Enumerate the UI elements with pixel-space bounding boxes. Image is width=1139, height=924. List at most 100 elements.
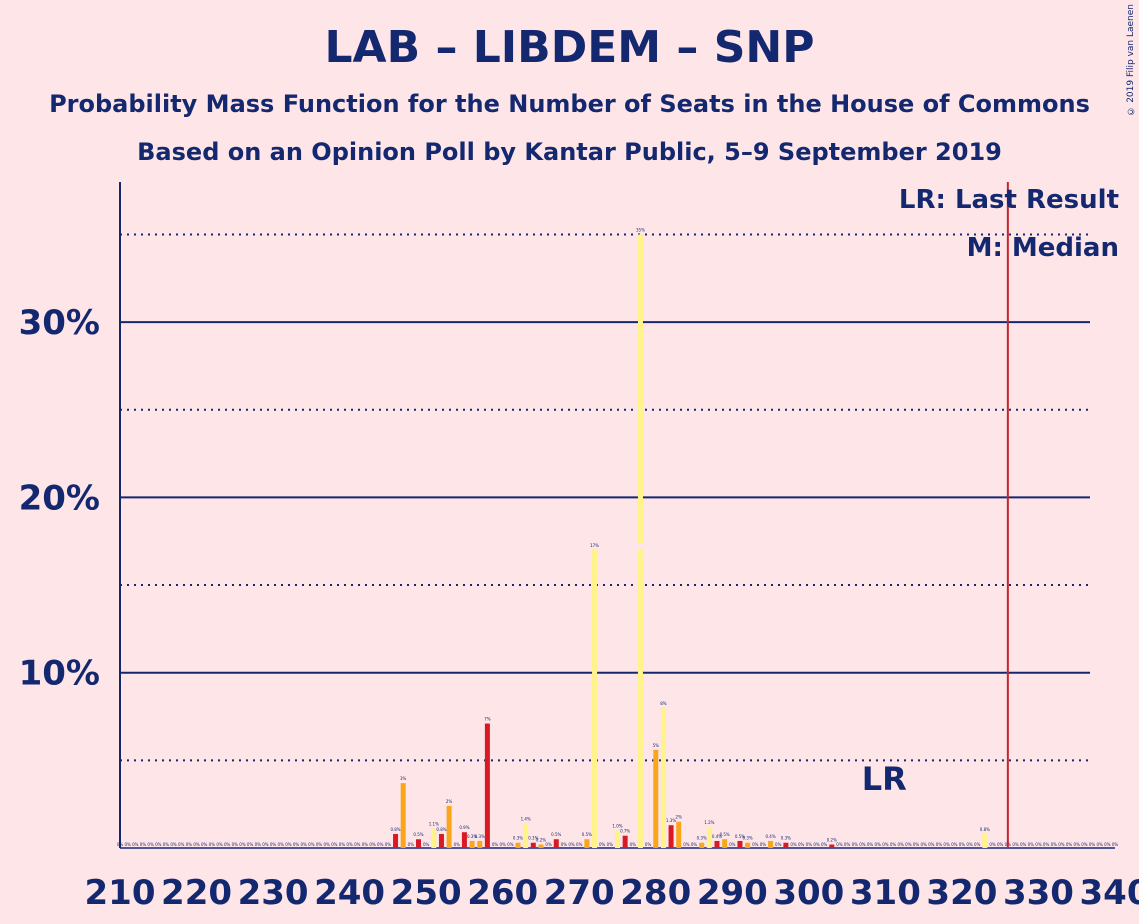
seat-bar (722, 839, 728, 848)
seat-bar (584, 839, 590, 848)
chart-title: LAB – LIBDEM – SNP (324, 22, 815, 73)
baseline-zero-label: 0% (1035, 842, 1042, 847)
baseline-zero-label: 0% (385, 842, 392, 847)
bar-value-label: 0.3% (475, 834, 485, 839)
bar-value-label: 0.3% (743, 836, 753, 841)
baseline-zero-label: 0% (545, 842, 552, 847)
baseline-zero-label: 0% (1051, 842, 1058, 847)
baseline-zero-label: 0% (943, 842, 950, 847)
seat-bar (592, 549, 598, 848)
x-tick-label: 260 (467, 873, 538, 913)
baseline-zero-label: 0% (224, 842, 231, 847)
baseline-zero-label: 0% (285, 842, 292, 847)
baseline-zero-label: 0% (255, 842, 262, 847)
baseline-zero-label: 0% (170, 842, 177, 847)
baseline-zero-label: 0% (920, 842, 927, 847)
baseline-zero-label: 0% (1012, 842, 1019, 847)
seat-bar (653, 749, 659, 848)
bar-value-label: 2% (446, 799, 453, 804)
seat-bar (745, 842, 751, 848)
seat-bar (393, 833, 399, 848)
x-tick-label: 340 (1080, 873, 1139, 913)
bar-value-label: 2% (676, 815, 683, 820)
baseline-zero-label: 0% (1081, 842, 1088, 847)
baseline-zero-label: 0% (875, 842, 882, 847)
baseline-zero-label: 0% (140, 842, 147, 847)
seat-bar (400, 783, 406, 848)
baseline-zero-label: 0% (806, 842, 813, 847)
seat-bar (515, 842, 521, 848)
bar-value-label: 0.3% (781, 836, 791, 841)
chart-subtitle: Probability Mass Function for the Number… (49, 90, 1090, 118)
x-tick-label: 320 (926, 873, 997, 913)
x-tick-label: 300 (773, 873, 844, 913)
baseline-zero-label: 0% (630, 842, 637, 847)
legend-last-result: LR: Last Result (898, 185, 1119, 215)
x-tick-label: 280 (620, 873, 691, 913)
seat-bar (461, 832, 467, 848)
bar-value-label: 0.8% (390, 827, 400, 832)
baseline-zero-label: 0% (278, 842, 285, 847)
baseline-zero-label: 0% (492, 842, 499, 847)
bar-value-label: 0.5% (551, 832, 561, 837)
baseline-zero-label: 0% (852, 842, 859, 847)
bar-value-label: 0.5% (735, 834, 745, 839)
seat-bar (783, 842, 789, 848)
bar-value-label: 3% (400, 776, 407, 781)
bar-value-label: 1.2% (704, 820, 714, 825)
bar-value-label: 0.8% (980, 827, 990, 832)
bar-value-label: 0.3% (467, 834, 477, 839)
seat-bar (530, 842, 536, 848)
baseline-zero-label: 0% (836, 842, 843, 847)
x-tick-label: 310 (850, 873, 921, 913)
bar-value-label: 1.1% (429, 822, 439, 827)
x-tick-label: 210 (85, 873, 156, 913)
baseline-zero-label: 0% (369, 842, 376, 847)
baseline-zero-label: 0% (209, 842, 216, 847)
seat-bar (416, 839, 421, 848)
baseline-zero-label: 0% (1104, 842, 1111, 847)
baseline-zero-label: 0% (1089, 842, 1096, 847)
seat-bar (431, 828, 437, 848)
seat-bar (768, 840, 774, 848)
bar-value-label: 0.2% (827, 837, 837, 842)
x-tick-label: 270 (544, 873, 615, 913)
seat-bar (737, 840, 743, 848)
baseline-zero-label: 0% (599, 842, 606, 847)
baseline-zero-label: 0% (966, 842, 973, 847)
baseline-zero-label: 0% (316, 842, 323, 847)
seat-bar (469, 840, 475, 848)
bar-value-label: 35% (636, 227, 645, 232)
baseline-zero-label: 0% (1028, 842, 1035, 847)
bar-value-label: 0.2% (536, 837, 546, 842)
median-marker (636, 543, 645, 550)
baseline-zero-label: 0% (898, 842, 905, 847)
bar-value-label: 0.3% (513, 836, 523, 841)
baseline-zero-label: 0% (790, 842, 797, 847)
y-tick-label: 20% (19, 478, 100, 518)
seat-bar (829, 844, 835, 848)
baseline-zero-label: 0% (507, 842, 514, 847)
baseline-zero-label: 0% (500, 842, 507, 847)
baseline-zero-label: 0% (1020, 842, 1027, 847)
baseline-zero-label: 0% (346, 842, 353, 847)
seat-bar (438, 833, 444, 848)
baseline-zero-label: 0% (959, 842, 966, 847)
baseline-zero-label: 0% (798, 842, 805, 847)
baseline-zero-label: 0% (729, 842, 736, 847)
bar-value-label: 0.3% (697, 836, 707, 841)
seat-bar (484, 723, 490, 848)
bar-value-label: 0.5% (720, 832, 730, 837)
baseline-zero-label: 0% (239, 842, 246, 847)
baseline-zero-label: 0% (913, 842, 920, 847)
baseline-zero-label: 0% (408, 842, 415, 847)
baseline-zero-label: 0% (928, 842, 935, 847)
baseline-zero-label: 0% (262, 842, 269, 847)
baseline-zero-label: 0% (890, 842, 897, 847)
seat-bar (477, 840, 483, 848)
bar-value-label: 0.5% (582, 832, 592, 837)
baseline-zero-label: 0% (1074, 842, 1081, 847)
seat-bar (660, 707, 666, 848)
baseline-zero-label: 0% (951, 842, 958, 847)
baseline-zero-label: 0% (163, 842, 170, 847)
